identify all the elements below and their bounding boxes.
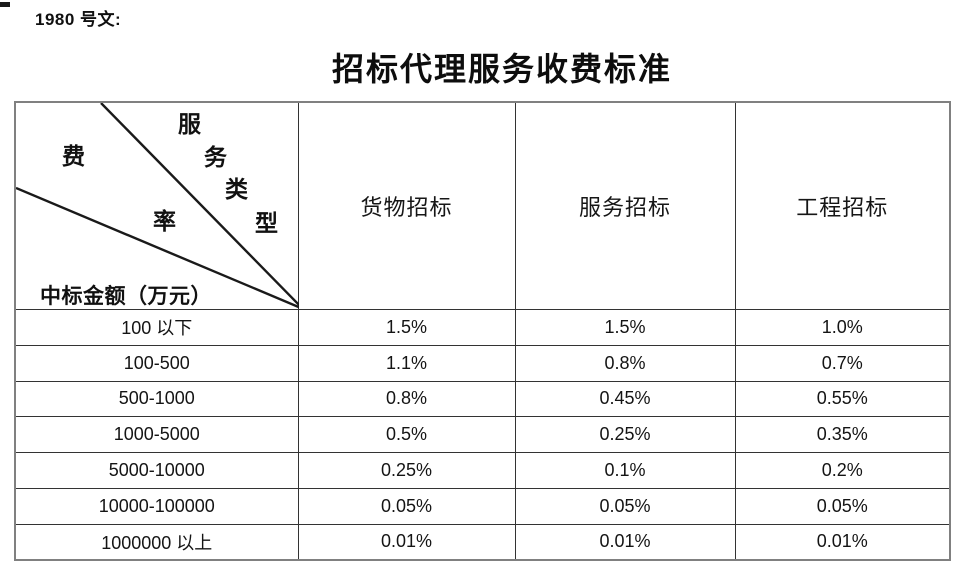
fee-cell: 1.5%	[514, 309, 736, 346]
service-type-char: 务	[204, 145, 227, 170]
fee-cell: 0.8%	[297, 380, 516, 418]
fee-cell: 0.01%	[297, 523, 516, 561]
table-row: 100 以下 1.5% 1.5% 1.0%	[14, 309, 951, 346]
fee-cell: 0.35%	[734, 416, 951, 454]
service-type-char: 型	[255, 211, 278, 236]
row-label: 100 以下	[14, 309, 299, 346]
row-label: 1000-5000	[14, 416, 299, 454]
fee-cell: 0.2%	[734, 452, 951, 489]
fee-cell: 0.05%	[734, 487, 951, 525]
diagonal-lines-icon	[16, 103, 299, 309]
column-header-engineering: 工程招标	[734, 101, 951, 310]
fee-cell: 0.8%	[514, 344, 736, 382]
fee-cell: 0.01%	[734, 523, 951, 561]
fee-cell: 0.25%	[514, 416, 736, 454]
fee-cell: 0.25%	[297, 452, 516, 489]
fee-cell: 1.1%	[297, 344, 516, 382]
fee-cell: 0.7%	[734, 344, 951, 382]
column-header-service: 服务招标	[514, 101, 736, 310]
fee-cell: 0.05%	[514, 487, 736, 525]
table-row: 5000-10000 0.25% 0.1% 0.2%	[14, 452, 951, 489]
row-label: 10000-100000	[14, 487, 299, 525]
fee-cell: 0.05%	[297, 487, 516, 525]
diagonal-header-cell: 服 务 类 型 费 率 中标金额（万元）	[14, 101, 299, 310]
table-header-row: 服 务 类 型 费 率 中标金额（万元） 货物招标 服务招标 工程招标	[14, 101, 951, 310]
scan-artifact	[0, 2, 10, 7]
fee-cell: 0.5%	[297, 416, 516, 454]
table-row: 1000000 以上 0.01% 0.01% 0.01%	[14, 523, 951, 561]
row-label: 500-1000	[14, 380, 299, 418]
table-row: 100-500 1.1% 0.8% 0.7%	[14, 344, 951, 382]
fee-cell: 0.45%	[514, 380, 736, 418]
fee-cell: 1.5%	[297, 309, 516, 346]
table-row: 1000-5000 0.5% 0.25% 0.35%	[14, 416, 951, 454]
fee-cell: 0.01%	[514, 523, 736, 561]
page-title: 招标代理服务收费标准	[331, 51, 672, 87]
fee-rate-char: 费	[62, 144, 85, 169]
row-label: 5000-10000	[14, 452, 299, 489]
fee-table: 服 务 类 型 费 率 中标金额（万元） 货物招标 服务招标 工程招标 100 …	[14, 101, 951, 562]
column-header-goods: 货物招标	[297, 101, 516, 310]
service-type-char: 服	[178, 112, 201, 137]
fee-cell: 1.0%	[734, 309, 951, 346]
amount-axis-label: 中标金额（万元）	[40, 284, 212, 308]
fee-rate-char: 率	[153, 209, 176, 234]
table-row: 10000-100000 0.05% 0.05% 0.05%	[14, 487, 951, 525]
doc-number: 1980 号文:	[35, 10, 122, 29]
service-type-char: 类	[225, 177, 248, 202]
row-label: 1000000 以上	[14, 523, 299, 561]
fee-cell: 0.1%	[514, 452, 736, 489]
fee-cell: 0.55%	[734, 380, 951, 418]
table-row: 500-1000 0.8% 0.45% 0.55%	[14, 380, 951, 418]
row-label: 100-500	[14, 344, 299, 382]
